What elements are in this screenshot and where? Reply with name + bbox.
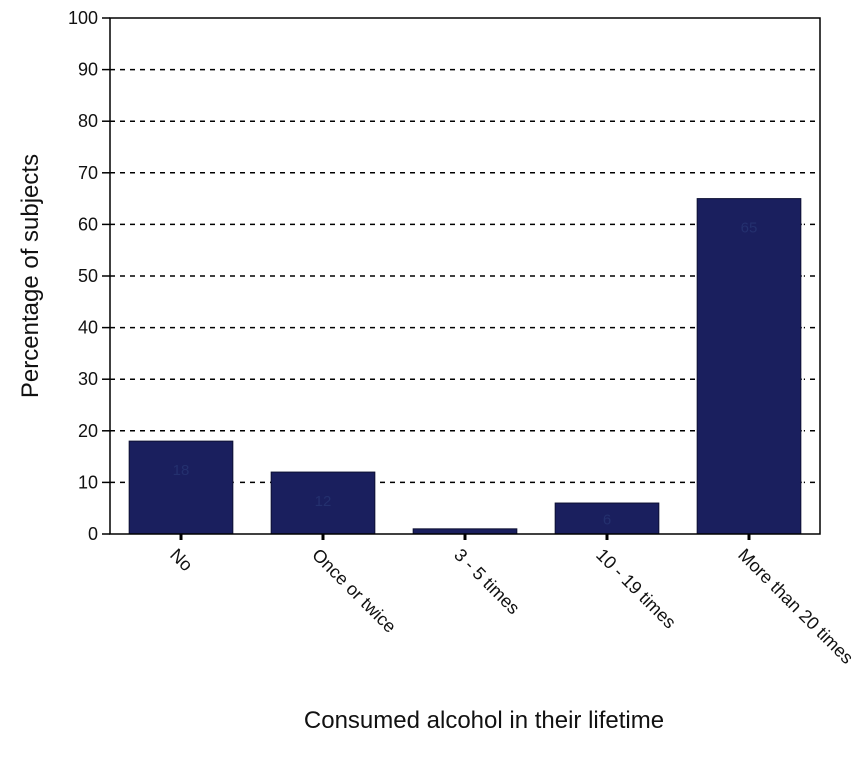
x-tick-label: Once or twice bbox=[308, 545, 400, 637]
y-tick-label: 30 bbox=[78, 369, 98, 389]
x-tick-label: No bbox=[166, 545, 196, 575]
y-tick-label: 90 bbox=[78, 60, 98, 80]
data-label: 18 bbox=[173, 462, 190, 479]
bar bbox=[128, 440, 234, 535]
bars: 18 12 6 65 bbox=[128, 198, 804, 535]
bar bbox=[554, 502, 660, 535]
y-tick-label: 10 bbox=[78, 472, 98, 492]
y-tick-label: 100 bbox=[68, 8, 98, 28]
data-label: 65 bbox=[741, 220, 758, 237]
bar bbox=[270, 471, 376, 535]
y-axis-title: Percentage of subjects bbox=[17, 154, 44, 398]
x-axis-title: Consumed alcohol in their lifetime bbox=[304, 707, 664, 734]
y-tick-label: 40 bbox=[78, 318, 98, 338]
data-label: 12 bbox=[315, 493, 332, 510]
x-tick-label: 10 - 19 times bbox=[592, 545, 680, 633]
y-tick-label: 70 bbox=[78, 163, 98, 183]
y-tick-label: 50 bbox=[78, 266, 98, 286]
y-tick-label: 60 bbox=[78, 214, 98, 234]
y-axis-ticks: 0 10 20 30 40 50 60 70 80 90 100 bbox=[68, 8, 110, 544]
y-tick-label: 20 bbox=[78, 421, 98, 441]
y-tick-label: 0 bbox=[88, 524, 98, 544]
x-tick-label: More than 20 times bbox=[734, 545, 857, 668]
x-axis-ticks: No Once or twice 3 - 5 times 10 - 19 times M… bbox=[166, 534, 857, 668]
x-tick-label: 3 - 5 times bbox=[450, 545, 524, 619]
y-tick-label: 80 bbox=[78, 111, 98, 131]
bar bbox=[696, 198, 802, 535]
bar bbox=[412, 528, 518, 535]
data-label: 6 bbox=[603, 512, 611, 529]
